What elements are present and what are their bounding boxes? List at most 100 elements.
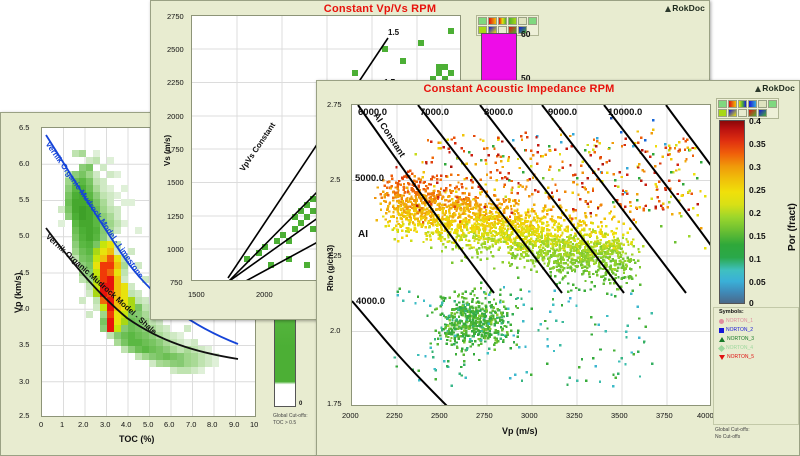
ai-xtick-2750: 2750	[476, 411, 493, 420]
toc-vp-xtick-9: 9.0	[229, 420, 240, 429]
ai-contour-10000: 10000.0	[608, 107, 643, 118]
ai-symbol-label: NORTON_3	[727, 336, 755, 342]
colormap-red-icon[interactable]	[728, 100, 737, 108]
ai-contour-9000: 9000.0	[548, 107, 578, 118]
ai-porosity-colorbar[interactable]	[719, 120, 745, 304]
vpvs-xtick-2000: 2000	[256, 290, 273, 299]
flip-colorbar-icon[interactable]	[718, 109, 727, 117]
ai-symbol-row-2: NORTON_2	[719, 327, 753, 333]
ai-label: AI	[358, 229, 368, 240]
ai-plot-area[interactable]: 6000.0 7000.0 8000.0 9000.0 10000.0 5000…	[351, 104, 711, 406]
vpvs-toolbar-row-1[interactable]	[478, 17, 537, 25]
vpvs-panel-title: Constant Vp/Vs RPM	[323, 3, 437, 15]
ai-symbol-label: NORTON_1	[726, 318, 754, 324]
ai-y-axis-title: Rho (g/cm3)	[326, 244, 335, 291]
toc-vp-colorbar-tick-0: 0	[299, 401, 303, 407]
chevron-down-icon[interactable]	[758, 100, 767, 108]
colormap-blue-icon[interactable]	[748, 100, 757, 108]
next-colormap-icon[interactable]	[528, 17, 537, 25]
toc-vp-y-axis-title: Vp (km/s)	[13, 272, 23, 313]
ai-contour-8000: 8000.0	[484, 107, 514, 118]
rokdoc-logo-icon	[665, 6, 672, 12]
ai-xtick-3250: 3250	[566, 411, 583, 420]
ai-xtick-4000: 4000	[697, 411, 714, 420]
toc-vp-cutoffs: Global Cut-offs: TOC > 0.5	[273, 413, 308, 426]
chevron-down-icon[interactable]	[518, 17, 527, 25]
ai-colorbar-tick-0.4: 0.4	[749, 116, 761, 126]
ai-xtick-3000: 3000	[521, 411, 538, 420]
ai-ytick-2.25: 2.25	[327, 251, 342, 260]
ai-colorbar-tick-0: 0	[749, 298, 754, 308]
ai-xtick-2500: 2500	[431, 411, 448, 420]
ai-colorbar-toolbar[interactable]	[716, 98, 779, 119]
ai-symbol-label: NORTON_4	[726, 345, 754, 351]
ai-cutoffs: Global Cut-offs: No Cut-offs	[715, 427, 750, 440]
colormap-red-icon[interactable]	[488, 17, 497, 25]
toc-vp-ytick-4.0: 4.0	[19, 304, 30, 313]
toc-vp-x-axis-title: TOC (%)	[119, 434, 155, 444]
norton-1-marker-icon	[719, 318, 724, 324]
vpvs-ytick-1750: 1750	[167, 145, 184, 154]
toc-vp-density-cells	[58, 150, 219, 374]
ai-contour-6000: 6000.0	[358, 107, 388, 118]
toc-vp-xtick-10: 10	[250, 420, 259, 429]
ai-contour-7000: 7000.0	[420, 107, 450, 118]
ai-xtick-3500: 3500	[611, 411, 628, 420]
rokdoc-logo-icon	[755, 86, 762, 92]
toc-vp-xtick-1: 1	[60, 420, 65, 429]
toc-vp-xtick-8: 8.0	[207, 420, 218, 429]
ai-toolbar-row-1[interactable]	[718, 100, 777, 108]
prev-colormap-icon[interactable]	[478, 17, 487, 25]
toc-vp-ytick-3.5: 3.5	[19, 340, 30, 349]
ai-colorbar-tick-0.25: 0.25	[749, 185, 766, 195]
colormap-green-icon[interactable]	[508, 17, 517, 25]
palette-save-icon[interactable]	[748, 109, 757, 117]
next-colormap-icon[interactable]	[768, 100, 777, 108]
toc-vp-ytick-5.5: 5.5	[19, 195, 30, 204]
palette-reset-icon[interactable]	[738, 109, 747, 117]
prev-colormap-icon[interactable]	[718, 100, 727, 108]
ai-colorbar-title: Por (fract)	[787, 203, 798, 251]
ai-constant-contours	[352, 105, 710, 405]
vpvs-ytick-2500: 2500	[167, 45, 184, 54]
toc-vp-xtick-4: 4.0	[121, 420, 132, 429]
toc-vp-xtick-0: 0	[39, 420, 44, 429]
ai-ytick-2.0: 2.0	[330, 326, 341, 335]
toc-vp-ytick-6.5: 6.5	[19, 123, 30, 132]
vpvs-ytick-2750: 2750	[167, 12, 184, 21]
palette-edit-icon[interactable]	[728, 109, 737, 117]
vpvs-ytick-1250: 1250	[167, 212, 184, 221]
palette-load-icon[interactable]	[758, 109, 767, 117]
norton-3-marker-icon	[719, 336, 725, 342]
toc-vp-xtick-6: 6.0	[164, 420, 175, 429]
colormap-rainbow-icon[interactable]	[498, 17, 507, 25]
vpvs-y-axis-title: Vs (m/s)	[163, 134, 172, 166]
ai-symbol-row-4: NORTON_4	[717, 344, 754, 352]
ai-contour-5000: 5000.0	[355, 173, 385, 184]
vpvs-ytick-750: 750	[170, 278, 183, 287]
colormap-rainbow-icon[interactable]	[738, 100, 747, 108]
ai-ytick-2.75: 2.75	[327, 100, 342, 109]
vpvs-colorbar-tick-50: 50	[521, 73, 531, 83]
vpvs-ytick-1000: 1000	[167, 245, 184, 254]
panel-ai-rpm[interactable]: Constant Acoustic Impedance RPM RokDoc	[316, 80, 800, 456]
ai-x-axis-title: Vp (m/s)	[502, 426, 538, 436]
ai-colorbar-tick-0.1: 0.1	[749, 254, 761, 264]
norton-2-marker-icon	[719, 327, 724, 333]
vpvs-contour-1-5: 1.5	[388, 28, 400, 37]
rokdoc-brand-ai: RokDoc	[755, 83, 795, 93]
ai-xtick-3750: 3750	[656, 411, 673, 420]
vernik-limestone-curve	[45, 134, 239, 345]
ai-symbol-label: NORTON_2	[726, 327, 754, 333]
rokdoc-brand-vpvs: RokDoc	[665, 3, 705, 13]
toc-vp-xtick-7: 7.0	[186, 420, 197, 429]
ai-colorbar-tick-0.3: 0.3	[749, 162, 761, 172]
ai-toolbar-row-2[interactable]	[718, 109, 777, 117]
ai-ytick-2.5: 2.5	[330, 175, 341, 184]
ai-symbol-row-5: NORTON_5	[719, 354, 754, 360]
palette-load-icon[interactable]	[518, 26, 527, 34]
ai-xtick-2000: 2000	[342, 411, 359, 420]
toc-vp-xtick-5: 5.0	[143, 420, 154, 429]
ai-xtick-2250: 2250	[386, 411, 403, 420]
